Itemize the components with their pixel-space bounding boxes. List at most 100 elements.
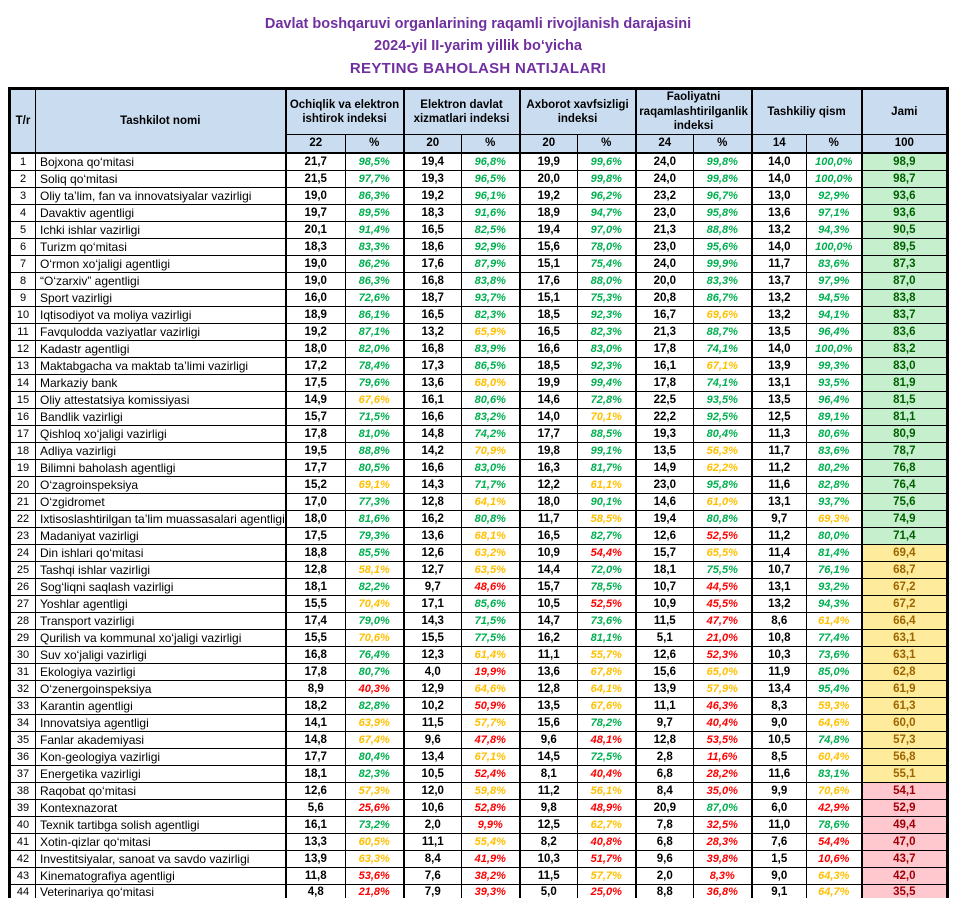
index-percent: 69,3% (806, 509, 863, 528)
index-percent: 28,2% (693, 764, 753, 783)
index-percent: 52,5% (693, 526, 753, 545)
organization-name: Adliya vazirligi (35, 441, 286, 460)
index-value: 18,8 (284, 543, 346, 562)
total-score: 81,1 (860, 407, 949, 426)
index-value: 14,7 (518, 611, 579, 630)
total-score: 93,6 (860, 203, 949, 222)
organization-name: Xotin-qizlar qo‘mitasi (35, 832, 286, 851)
index-value: 11,5 (518, 866, 579, 885)
index-percent: 10,6% (806, 849, 863, 868)
index-value: 11,0 (750, 815, 808, 834)
organization-name: Kon-geologiya vazirligi (35, 747, 286, 766)
index-percent: 85,5% (345, 543, 404, 562)
index-value: 23,0 (634, 203, 695, 222)
organization-name: Qurilish va kommunal xo‘jaligi vazirligi (35, 628, 286, 647)
index-percent: 86,2% (345, 254, 404, 273)
table-row: 10 Iqtisodiyot va moliya vazirligi 18,9 86,… (9, 305, 949, 324)
index-value: 16,8 (284, 645, 346, 664)
index-value: 16,7 (634, 305, 695, 324)
row-rank: 21 (9, 492, 36, 511)
row-rank: 11 (9, 322, 36, 341)
row-rank: 5 (9, 220, 36, 239)
index-value: 9,6 (402, 730, 462, 749)
total-score: 83,8 (860, 288, 949, 307)
index-value: 10,5 (750, 730, 808, 749)
organization-name: “O‘zarxiv” agentligi (35, 271, 286, 290)
index-value: 12,6 (634, 526, 695, 545)
index-percent: 45,5% (693, 594, 753, 613)
table-row: 12 Kadastr agentligi 18,0 82,0% 16,8 83,9% 16,… (9, 339, 949, 358)
index-percent: 48,9% (577, 798, 637, 817)
organization-name: Kadastr agentligi (35, 339, 286, 358)
total-score: 89,5 (860, 237, 949, 256)
index-value: 14,8 (284, 730, 346, 749)
index-percent: 65,9% (460, 322, 521, 341)
total-score: 81,9 (860, 373, 949, 392)
index-percent: 94,7% (577, 203, 637, 222)
index-value: 13,5 (518, 696, 579, 715)
subheader-max-organizational: 14 (750, 134, 808, 154)
row-rank: 25 (9, 560, 36, 579)
index-value: 16,0 (284, 288, 346, 307)
total-score: 49,4 (860, 815, 949, 834)
index-value: 7,9 (402, 883, 462, 898)
index-value: 11,1 (402, 832, 462, 851)
organization-name: Iqtisodiyot va moliya vazirligi (35, 305, 286, 324)
index-value: 18,9 (284, 305, 346, 324)
index-percent: 64,3% (806, 866, 863, 885)
index-value: 12,6 (634, 645, 695, 664)
index-percent: 72,8% (577, 390, 637, 409)
title-line-2: 2024-yil II-yarim yillik bo‘yicha (374, 37, 582, 54)
row-rank: 33 (9, 696, 36, 715)
index-percent: 96,2% (577, 186, 637, 205)
index-value: 18,3 (284, 237, 346, 256)
index-percent: 79,6% (345, 373, 404, 392)
index-percent: 72,6% (345, 288, 404, 307)
index-percent: 11,6% (693, 747, 753, 766)
index-percent: 81,0% (345, 424, 404, 443)
index-value: 18,3 (402, 203, 462, 222)
organization-name: Bojxona qo‘mitasi (35, 152, 286, 171)
index-value: 13,6 (518, 662, 579, 681)
index-percent: 96,8% (460, 152, 521, 171)
index-value: 16,2 (518, 628, 579, 647)
index-percent: 21,8% (345, 883, 404, 898)
row-rank: 16 (9, 407, 36, 426)
index-value: 11,2 (750, 526, 808, 545)
index-percent: 95,8% (693, 203, 753, 222)
rating-table: T/r Tashkilot nomi Ochiqlik va elektron … (8, 87, 950, 898)
index-value: 17,2 (284, 356, 346, 375)
index-value: 23,0 (634, 237, 695, 256)
index-percent: 70,9% (460, 441, 521, 460)
index-value: 16,5 (402, 305, 462, 324)
index-percent: 64,1% (577, 679, 637, 698)
index-percent: 21,0% (693, 628, 753, 647)
row-rank: 29 (9, 628, 36, 647)
index-percent: 71,5% (345, 407, 404, 426)
row-rank: 6 (9, 237, 36, 256)
index-value: 16,5 (518, 322, 579, 341)
index-value: 12,8 (634, 730, 695, 749)
index-value: 9,7 (402, 577, 462, 596)
index-value: 23,2 (634, 186, 695, 205)
index-percent: 51,7% (577, 849, 637, 868)
report-title: Davlat boshqaruvi organlarining raqamli … (0, 0, 956, 80)
index-percent: 88,7% (693, 322, 753, 341)
row-rank: 12 (9, 339, 36, 358)
index-value: 11,9 (750, 662, 808, 681)
index-value: 19,4 (634, 509, 695, 528)
index-value: 18,1 (634, 560, 695, 579)
table-row: 37 Energetika vazirligi 18,1 82,3% 10,5 52,4%… (9, 764, 949, 783)
index-percent: 32,5% (693, 815, 753, 834)
row-rank: 2 (9, 169, 36, 188)
index-percent: 94,3% (806, 594, 863, 613)
index-value: 20,9 (634, 798, 695, 817)
index-percent: 40,4% (693, 713, 753, 732)
index-value: 17,8 (634, 339, 695, 358)
index-value: 19,2 (518, 186, 579, 205)
index-value: 14,0 (750, 152, 808, 171)
row-rank: 37 (9, 764, 36, 783)
index-value: 11,4 (750, 543, 808, 562)
index-value: 9,1 (750, 883, 808, 898)
index-value: 24,0 (634, 152, 695, 171)
